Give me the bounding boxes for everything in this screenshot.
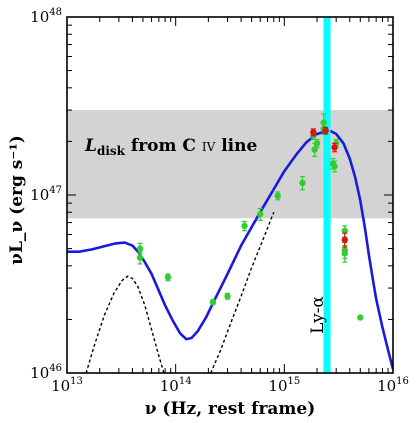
ldisk-band	[67, 110, 393, 219]
x-axis-title: ν (Hz, rest frame)	[145, 399, 316, 419]
y-tick-label: 1046	[30, 363, 62, 382]
x-tick-label: 1013	[51, 376, 83, 395]
y-axis-title: νL_ν (erg s⁻¹)	[7, 135, 27, 265]
photometry-point	[341, 227, 348, 234]
photometry-red-point	[341, 236, 348, 244]
photometry-point	[241, 222, 248, 230]
photometry-point	[357, 314, 364, 321]
photometry-point	[136, 254, 144, 261]
photometry-red-point	[310, 129, 317, 136]
x-tick-label: 1015	[268, 376, 300, 395]
y-tick-label: 1048	[30, 7, 62, 26]
photometry-point	[164, 274, 172, 281]
photometry-point	[274, 192, 281, 199]
x-tick-label: 1016	[377, 376, 409, 395]
disk-component-curve	[210, 211, 275, 373]
photometry-point	[136, 245, 144, 252]
y-tick-label: 1047	[30, 185, 62, 204]
photometry-point	[224, 293, 231, 300]
lya-label: Ly-α	[308, 296, 328, 334]
plot-area: Ldisk from C IV line Ly-α	[67, 17, 393, 373]
photometry-point	[257, 211, 264, 218]
x-tick-label: 1014	[160, 376, 192, 395]
band-label: Ldisk from C IV line	[84, 136, 257, 158]
photometry-point	[313, 140, 321, 147]
model-curve	[67, 130, 393, 370]
photometry-point	[341, 250, 348, 257]
photometry-red-point	[322, 127, 329, 134]
lya-line	[323, 17, 331, 373]
photometry-point	[209, 298, 217, 306]
photometry-red-point	[331, 144, 338, 151]
photometry-point	[331, 163, 338, 170]
axes: 1013 1014 1015 1016 1046 1047 1048	[30, 7, 409, 395]
photometry-point	[299, 179, 306, 187]
torus-component-curve	[85, 275, 165, 373]
